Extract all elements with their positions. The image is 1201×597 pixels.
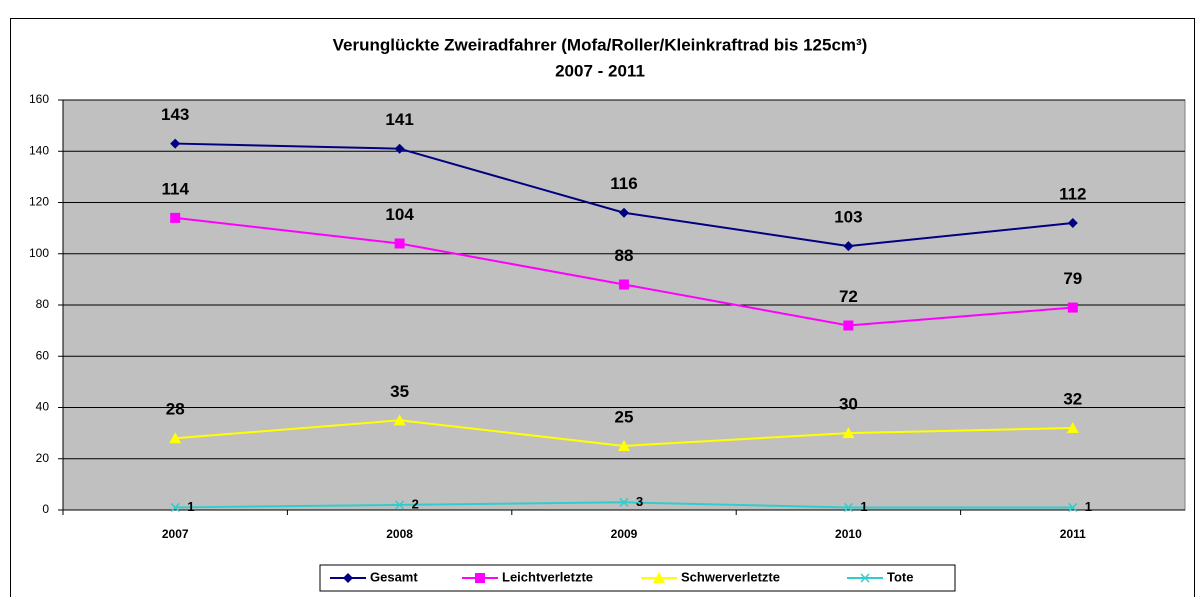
- y-tick-label: 0: [42, 502, 49, 516]
- marker: [618, 439, 630, 451]
- marker: [169, 432, 182, 444]
- data-label: 32: [1063, 389, 1082, 408]
- chart-subtitle: 2007 - 2011: [555, 61, 645, 80]
- marker: [170, 502, 180, 512]
- marker: [1066, 422, 1079, 433]
- marker: [843, 320, 854, 331]
- data-label: 141: [385, 110, 413, 129]
- marker: [843, 502, 853, 512]
- marker: [170, 138, 181, 149]
- x-tick-label: 2007: [162, 527, 189, 541]
- marker: [619, 207, 629, 218]
- y-tick-label: 60: [36, 348, 50, 362]
- chart-title: Verunglückte Zweiradfahrer (Mofa/Roller/…: [333, 35, 868, 54]
- data-label: 2: [412, 496, 419, 511]
- data-label: 1: [187, 499, 194, 514]
- data-label: 3: [636, 494, 643, 509]
- data-label: 28: [166, 400, 185, 419]
- data-label: 104: [385, 205, 414, 224]
- legend-label: Tote: [887, 569, 913, 584]
- y-tick-label: 140: [29, 143, 49, 157]
- data-label: 114: [161, 179, 189, 198]
- data-label: 112: [1059, 184, 1086, 203]
- legend-label: Schwerverletzte: [681, 569, 780, 584]
- legend-marker: [653, 572, 665, 583]
- x-tick-label: 2009: [611, 527, 638, 541]
- data-label: 103: [834, 208, 862, 227]
- marker: [842, 427, 855, 439]
- data-label: 1: [860, 499, 867, 514]
- marker: [1067, 218, 1078, 228]
- marker: [1068, 502, 1078, 512]
- y-tick-label: 160: [29, 92, 49, 106]
- data-label: 1: [1085, 499, 1092, 514]
- marker: [170, 212, 181, 223]
- y-tick-label: 20: [36, 451, 50, 465]
- data-label: 25: [615, 407, 634, 426]
- marker: [395, 500, 405, 510]
- x-tick-label: 2008: [386, 527, 413, 541]
- marker: [394, 238, 405, 249]
- legend-marker: [343, 573, 353, 583]
- legend-marker: [475, 573, 485, 583]
- legend-label: Gesamt: [370, 569, 418, 584]
- x-tick-label: 2010: [835, 527, 862, 541]
- data-label: 79: [1063, 269, 1082, 288]
- marker: [1067, 302, 1078, 313]
- data-label: 116: [610, 174, 637, 193]
- marker: [843, 241, 854, 252]
- y-tick-label: 120: [29, 195, 49, 209]
- data-label: 72: [839, 287, 858, 306]
- y-tick-label: 80: [36, 297, 50, 311]
- marker: [619, 279, 629, 290]
- data-label: 35: [390, 382, 409, 401]
- legend-marker: [860, 573, 870, 583]
- legend-label: Leichtverletzte: [502, 569, 593, 584]
- marker: [393, 414, 406, 426]
- data-label: 88: [615, 246, 634, 265]
- x-tick-label: 2011: [1060, 527, 1086, 541]
- marker: [394, 143, 405, 154]
- y-tick-label: 100: [29, 246, 49, 260]
- y-tick-label: 40: [36, 400, 50, 414]
- data-label: 30: [839, 395, 858, 414]
- marker: [619, 497, 629, 507]
- data-label: 143: [161, 105, 189, 124]
